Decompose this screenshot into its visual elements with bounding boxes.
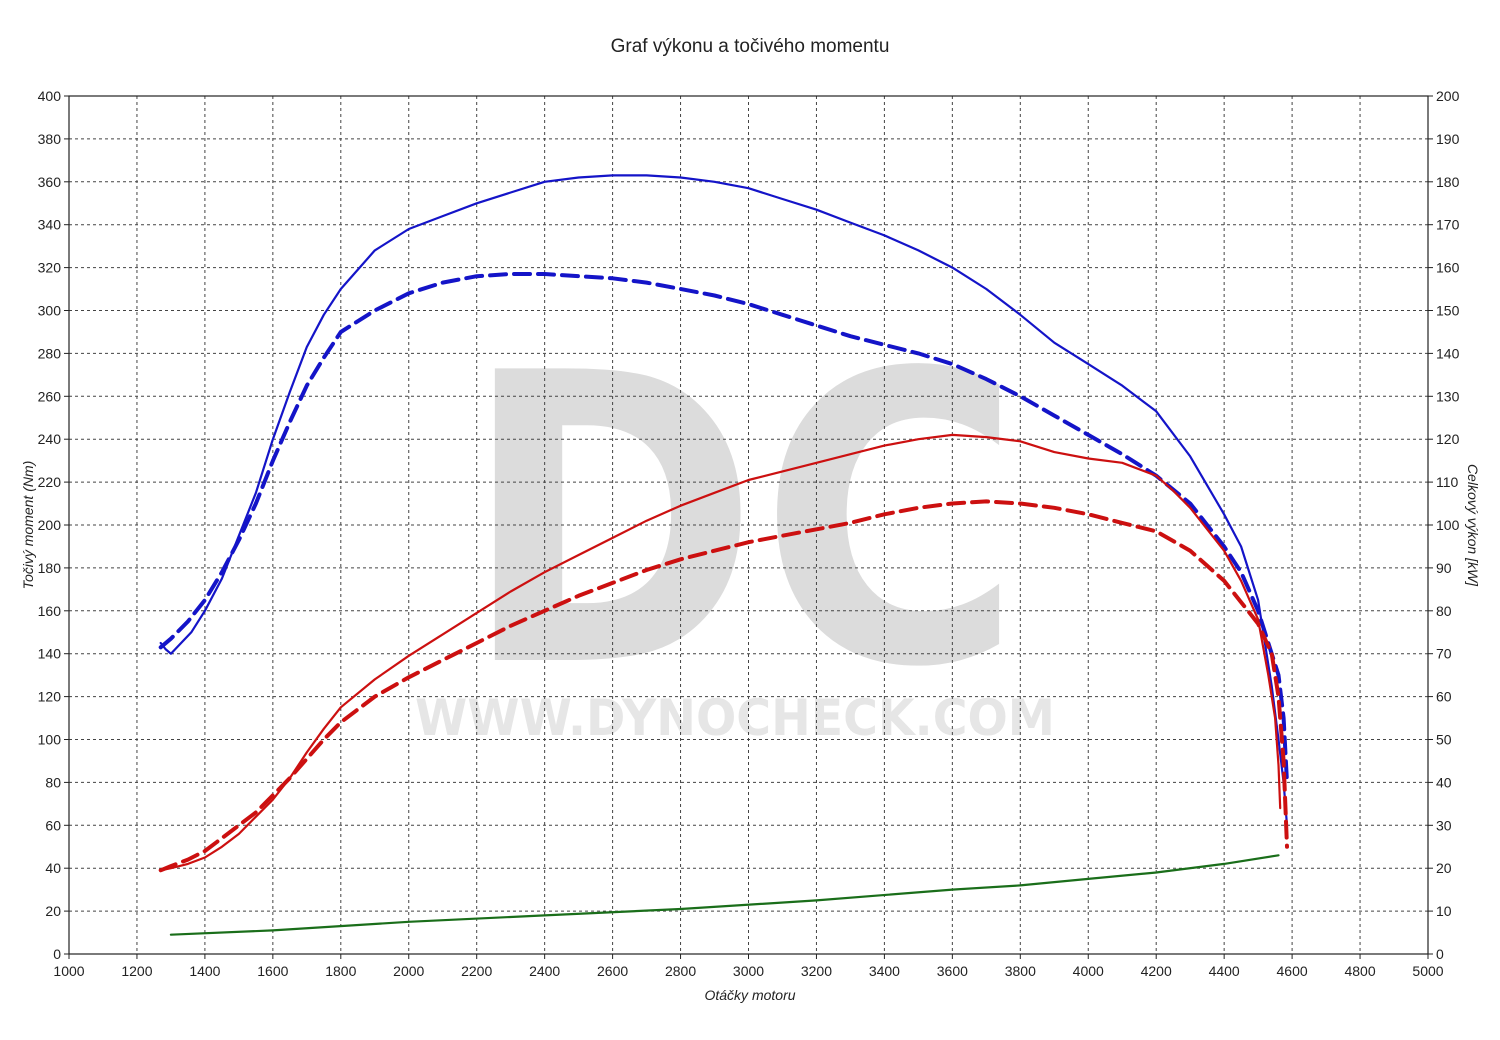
y-right-tick-label: 150 [1436,303,1460,319]
y-right-tick-label: 100 [1436,517,1460,533]
y-left-tick-label: 280 [38,345,62,361]
y-right-tick-label: 180 [1436,174,1460,190]
y-left-tick-label: 60 [45,817,61,833]
x-tick-label: 1400 [189,963,220,979]
y-right-tick-label: 200 [1436,88,1460,104]
y-right-tick-label: 160 [1436,260,1460,276]
y-left-tick-label: 160 [38,603,62,619]
y-left-tick-label: 360 [38,174,62,190]
x-tick-label: 3400 [869,963,900,979]
y-right-tick-label: 90 [1436,560,1452,576]
x-tick-label: 2800 [665,963,696,979]
y-left-tick-label: 20 [45,903,61,919]
y-right-tick-label: 140 [1436,345,1460,361]
y-right-tick-label: 20 [1436,860,1452,876]
y-right-tick-label: 30 [1436,817,1452,833]
y-left-tick-label: 0 [53,946,61,962]
x-tick-label: 3800 [1005,963,1036,979]
series-group [158,174,1289,936]
y-left-tick-label: 220 [38,474,62,490]
x-tick-label: 4000 [1073,963,1104,979]
y-left-tick-label: 80 [45,774,61,790]
x-tick-label: 3200 [801,963,832,979]
y-left-tick-label: 180 [38,560,62,576]
y-right-tick-label: 10 [1436,903,1452,919]
watermark-url: WWW.DYNOCHECK.COM [415,689,1055,747]
y-right-tick-label: 190 [1436,131,1460,147]
y-right-tick-label: 170 [1436,217,1460,233]
x-tick-label: 1000 [53,963,84,979]
y-right-tick-label: 50 [1436,732,1452,748]
y-axis-right-label: Celkový výkon [kW] [1465,464,1481,587]
y-left-tick-label: 260 [38,388,62,404]
y-right-tick-label: 40 [1436,774,1452,790]
x-axis-label: Otáčky motoru [704,987,795,1003]
y-left-tick-label: 400 [38,88,62,104]
chart-title: Graf výkonu a točivého momentu [611,36,890,57]
x-tick-label: 1600 [257,963,288,979]
torque-solid-line [159,174,1289,827]
y-left-tick-label: 240 [38,431,62,447]
x-tick-label: 4400 [1209,963,1240,979]
x-tick-label: 3000 [733,963,764,979]
watermark: DC WWW.DYNOCHECK.COM [415,290,1055,755]
watermark-letters: DC [462,290,1022,755]
torque-dashed-line [158,272,1289,785]
y-left-tick-label: 100 [38,732,62,748]
x-axis-ticks: 1000 1200 1400 1600 1800 2000 2200 2400 2600 2800… [53,954,1444,979]
y-axis-left-label: Točivý moment (Nm) [20,461,36,590]
x-tick-label: 2600 [597,963,628,979]
y-left-tick-label: 340 [38,217,62,233]
y-right-tick-label: 110 [1436,474,1459,490]
loss-solid-line [169,854,1280,936]
x-tick-label: 5000 [1412,963,1443,979]
x-tick-label: 4800 [1344,963,1375,979]
y-right-tick-label: 0 [1436,946,1444,962]
y-right-tick-label: 130 [1436,388,1460,404]
y-right-tick-label: 80 [1436,603,1452,619]
y-left-tick-label: 140 [38,646,62,662]
x-tick-label: 3600 [937,963,968,979]
y-axis-left-ticks: 0 20 40 60 80 100 120 140 160 180 200 220 240 260 280 3… [38,88,69,962]
y-right-tick-label: 60 [1436,689,1452,705]
x-tick-label: 1800 [325,963,356,979]
power-dashed-line [158,499,1289,873]
y-right-tick-label: 70 [1436,646,1452,662]
y-left-tick-label: 380 [38,131,62,147]
x-tick-label: 2200 [461,963,492,979]
x-tick-label: 2400 [529,963,560,979]
x-tick-label: 4600 [1277,963,1308,979]
x-tick-label: 1200 [121,963,152,979]
y-axis-right-ticks: 0 10 20 30 40 50 60 70 80 90 100 110 120 130 140 150 160… [1428,88,1460,962]
grid [69,96,1428,954]
x-tick-label: 2000 [393,963,424,979]
y-left-tick-label: 320 [38,260,62,276]
y-left-tick-label: 40 [45,860,61,876]
x-tick-label: 4200 [1141,963,1172,979]
y-left-tick-label: 120 [38,689,62,705]
y-right-tick-label: 120 [1436,431,1460,447]
y-left-tick-label: 200 [38,517,62,533]
y-left-tick-label: 300 [38,303,62,319]
